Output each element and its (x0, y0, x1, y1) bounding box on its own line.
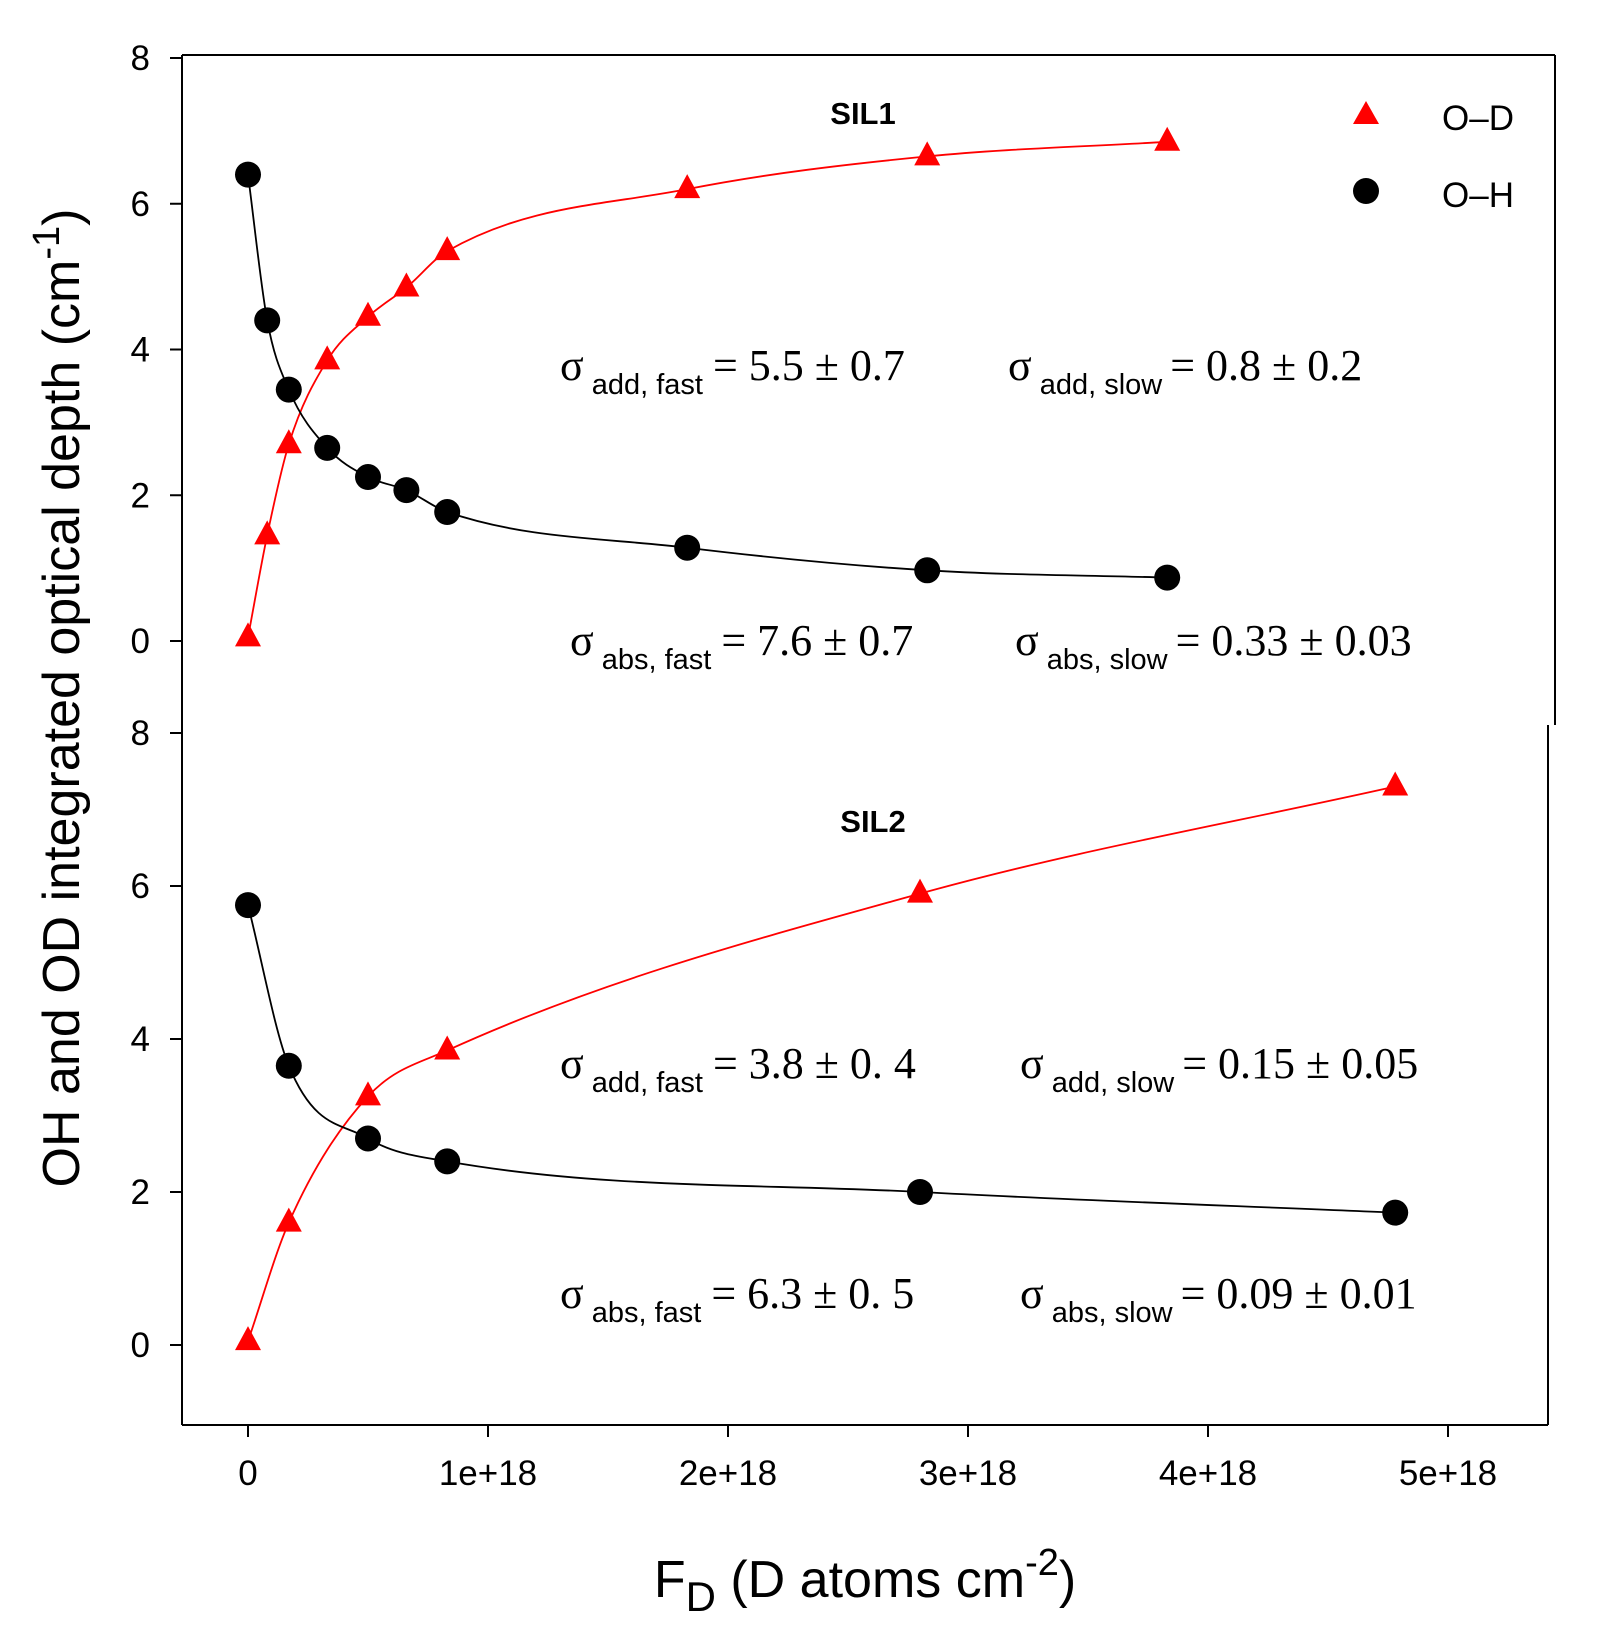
x-tick-label: 1e+18 (439, 1454, 537, 1493)
x-tick-label: 4e+18 (1159, 1454, 1257, 1493)
top-annotation-abs-slow: σ abs, slow = 0.33 ± 0.03 (1015, 616, 1412, 676)
oh-data-point (314, 434, 341, 461)
bottom-annotation-abs-slow: σ abs, slow = 0.09 ± 0.01 (1020, 1269, 1417, 1329)
bottom-annotation-add-slow: σ add, slow = 0.15 ± 0.05 (1020, 1039, 1418, 1099)
top-panel-data-markers (235, 126, 1181, 647)
od-data-point (355, 1081, 381, 1106)
od-data-point (434, 1035, 461, 1060)
top-annotation-add-slow: σ add, slow = 0.8 ± 0.2 (1008, 341, 1362, 401)
bottom-panel-y-ticks: 0 2 4 6 8 (131, 714, 182, 1365)
legend-oh-marker (1353, 178, 1379, 204)
oh-data-point (1154, 564, 1181, 591)
od-data-point (275, 1207, 302, 1232)
x-tick-label: 2e+18 (679, 1454, 777, 1493)
bottom-annotation-abs-fast: σ abs, fast = 6.3 ± 0. 5 (560, 1269, 914, 1329)
y-tick-label: 2 (131, 1173, 150, 1212)
od-data-point (1154, 126, 1181, 151)
bottom-panel-title: SIL2 (840, 804, 905, 839)
x-axis-label: FD (D atoms cm-2) (654, 1542, 1076, 1620)
top-panel-fit-curves (247, 140, 1168, 638)
oh-data-point (235, 892, 261, 919)
bottom-panel-data-markers (235, 771, 1409, 1351)
od-data-point (393, 272, 420, 297)
oh-fit-curve (247, 174, 1168, 579)
y-tick-label: 0 (131, 622, 150, 661)
legend-od-label: O–D (1442, 99, 1514, 138)
legend-od-marker (1353, 101, 1379, 124)
oh-data-point (1382, 1199, 1409, 1226)
y-tick-label: 2 (131, 476, 150, 515)
legend: O–D O–H (1353, 99, 1514, 215)
od-data-point (674, 174, 701, 199)
od-data-point (314, 345, 341, 370)
oh-data-point (674, 534, 701, 561)
od-data-point (235, 1326, 261, 1351)
oh-data-point (393, 477, 420, 504)
oh-data-point (914, 557, 941, 584)
od-fit-curve (247, 140, 1168, 638)
top-panel-title: SIL1 (830, 96, 895, 131)
y-tick-label: 0 (131, 1326, 150, 1365)
od-data-point (434, 236, 461, 261)
od-data-point (907, 878, 933, 903)
x-tick-label: 0 (238, 1454, 257, 1493)
y-tick-label: 4 (131, 1020, 150, 1059)
y-tick-label: 8 (131, 39, 150, 78)
od-data-point (275, 429, 302, 454)
x-tick-label: 5e+18 (1399, 1454, 1497, 1493)
oh-data-point (355, 1125, 381, 1152)
bottom-annotation-add-fast: σ add, fast = 3.8 ± 0. 4 (560, 1039, 916, 1099)
y-tick-label: 6 (131, 185, 150, 224)
oh-data-point (907, 1179, 933, 1205)
oh-data-point (275, 376, 302, 403)
y-tick-label: 4 (131, 331, 150, 370)
od-data-point (1382, 771, 1409, 796)
od-data-point (254, 520, 281, 545)
top-panel-y-ticks: 0 2 4 6 8 (131, 39, 182, 661)
y-axis-label: OH and OD integrated optical depth (cm-1… (26, 209, 91, 1188)
oh-data-point (434, 1148, 461, 1175)
y-tick-label: 6 (131, 867, 150, 906)
oh-data-point (254, 307, 281, 334)
x-tick-label: 3e+18 (919, 1454, 1017, 1493)
top-annotation-abs-fast: σ abs, fast = 7.6 ± 0.7 (570, 616, 913, 676)
plot-frames (181, 54, 1556, 1426)
od-data-point (355, 301, 381, 326)
legend-oh-label: O–H (1442, 176, 1514, 215)
oh-data-point (434, 499, 461, 526)
oh-data-point (355, 464, 381, 491)
oh-data-point (275, 1052, 302, 1079)
oh-data-point (235, 161, 261, 188)
top-annotation-add-fast: σ add, fast = 5.5 ± 0.7 (560, 341, 905, 401)
od-data-point (235, 622, 261, 647)
x-axis-ticks: 0 1e+18 2e+18 3e+18 4e+18 5e+18 (238, 1425, 1497, 1493)
y-tick-label: 8 (131, 714, 150, 753)
od-data-point (914, 141, 941, 166)
